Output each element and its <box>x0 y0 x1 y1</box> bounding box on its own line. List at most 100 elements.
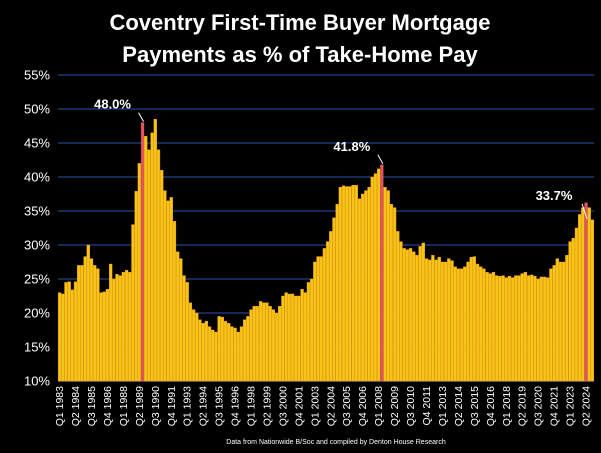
y-tick-label: 45% <box>24 136 50 151</box>
x-tick-label: Q2 2009 <box>389 386 401 426</box>
bar <box>163 190 167 382</box>
bar <box>242 319 247 382</box>
highlight-bar <box>140 122 145 382</box>
bar <box>325 241 330 382</box>
bar <box>549 268 553 382</box>
bar <box>313 261 317 382</box>
bar <box>555 258 559 382</box>
bar <box>530 274 534 382</box>
y-tick-label: 35% <box>24 204 50 219</box>
bar <box>211 329 215 382</box>
bar <box>466 261 470 382</box>
bar <box>281 295 285 382</box>
bar <box>96 268 100 382</box>
bar <box>370 176 374 382</box>
bar <box>319 256 323 382</box>
x-tick-label: Q4 1996 <box>230 386 242 426</box>
bar <box>447 258 451 382</box>
bar <box>290 293 295 382</box>
bar <box>511 277 515 382</box>
bar <box>77 265 81 382</box>
bar <box>80 265 84 382</box>
bar <box>361 193 365 382</box>
bar <box>475 263 480 382</box>
x-tick-label: Q4 2021 <box>549 386 561 426</box>
peak-annotation: 41.8% <box>333 139 370 154</box>
bar <box>156 149 161 382</box>
bar <box>348 186 352 382</box>
bar <box>297 295 301 382</box>
bar <box>571 237 575 382</box>
bar <box>83 256 87 382</box>
annotation-leader <box>138 112 144 122</box>
bar <box>415 254 419 382</box>
bar <box>230 326 234 382</box>
x-tick-label: Q2 1989 <box>134 386 146 426</box>
bar <box>578 214 582 382</box>
bar <box>514 275 518 382</box>
bar <box>533 276 537 382</box>
annotations: 48.0% 41.8% 33.7% <box>94 97 588 219</box>
x-tick-label: Q1 2013 <box>437 386 449 426</box>
bars <box>57 118 595 382</box>
bar <box>160 169 164 382</box>
bar <box>488 273 492 382</box>
bar <box>220 316 224 382</box>
bar <box>351 184 355 382</box>
y-tick-label: 25% <box>24 272 50 287</box>
bar <box>191 309 196 382</box>
bar <box>341 185 346 382</box>
bar <box>558 261 563 382</box>
bar <box>287 293 291 382</box>
bar <box>99 292 103 382</box>
x-tick-label: Q3 2020 <box>533 386 545 426</box>
x-tick-label: Q4 1986 <box>102 386 114 426</box>
bar <box>552 265 556 382</box>
y-tick-label: 20% <box>24 306 50 321</box>
bar <box>434 259 438 382</box>
peak-annotation: 48.0% <box>94 97 131 112</box>
bar <box>482 268 486 382</box>
x-tick-label: Q3 2000 <box>277 386 289 426</box>
bar <box>332 217 336 382</box>
bar <box>239 326 244 382</box>
bar <box>536 278 540 382</box>
bar <box>453 266 457 382</box>
x-tick-label: Q1 1983 <box>54 386 66 426</box>
bar <box>134 191 138 382</box>
bar <box>354 184 358 382</box>
bar <box>102 291 106 382</box>
bar <box>93 265 97 382</box>
bar <box>172 220 177 382</box>
x-tick-label: Q3 2010 <box>405 386 417 426</box>
x-tick-label: Q4 1991 <box>166 386 178 426</box>
y-tick-label: 55% <box>24 68 50 83</box>
x-tick-label: Q4 2001 <box>293 386 305 426</box>
bar <box>421 242 425 382</box>
bar <box>249 309 253 382</box>
bar <box>364 190 368 382</box>
bar <box>428 259 432 382</box>
bar <box>300 289 304 382</box>
bar <box>258 301 263 382</box>
y-tick-label: 30% <box>24 238 50 253</box>
bar <box>463 266 467 382</box>
bar <box>568 241 572 382</box>
bar <box>590 219 595 382</box>
bar <box>357 198 362 382</box>
bar <box>73 281 78 382</box>
bar <box>179 258 183 382</box>
x-tick-label: Q1 1988 <box>118 386 130 426</box>
peak-annotation: 33.7% <box>536 188 573 203</box>
chart-title-line-1: Coventry First-Time Buyer Mortgage <box>109 10 490 35</box>
bar <box>562 261 566 382</box>
bar <box>386 190 390 382</box>
bar <box>67 281 71 382</box>
bar <box>418 246 422 382</box>
bar <box>581 207 585 382</box>
bar <box>450 260 454 382</box>
bar <box>207 326 212 382</box>
x-tick-label: Q1 2003 <box>309 386 321 426</box>
bar <box>405 249 410 382</box>
